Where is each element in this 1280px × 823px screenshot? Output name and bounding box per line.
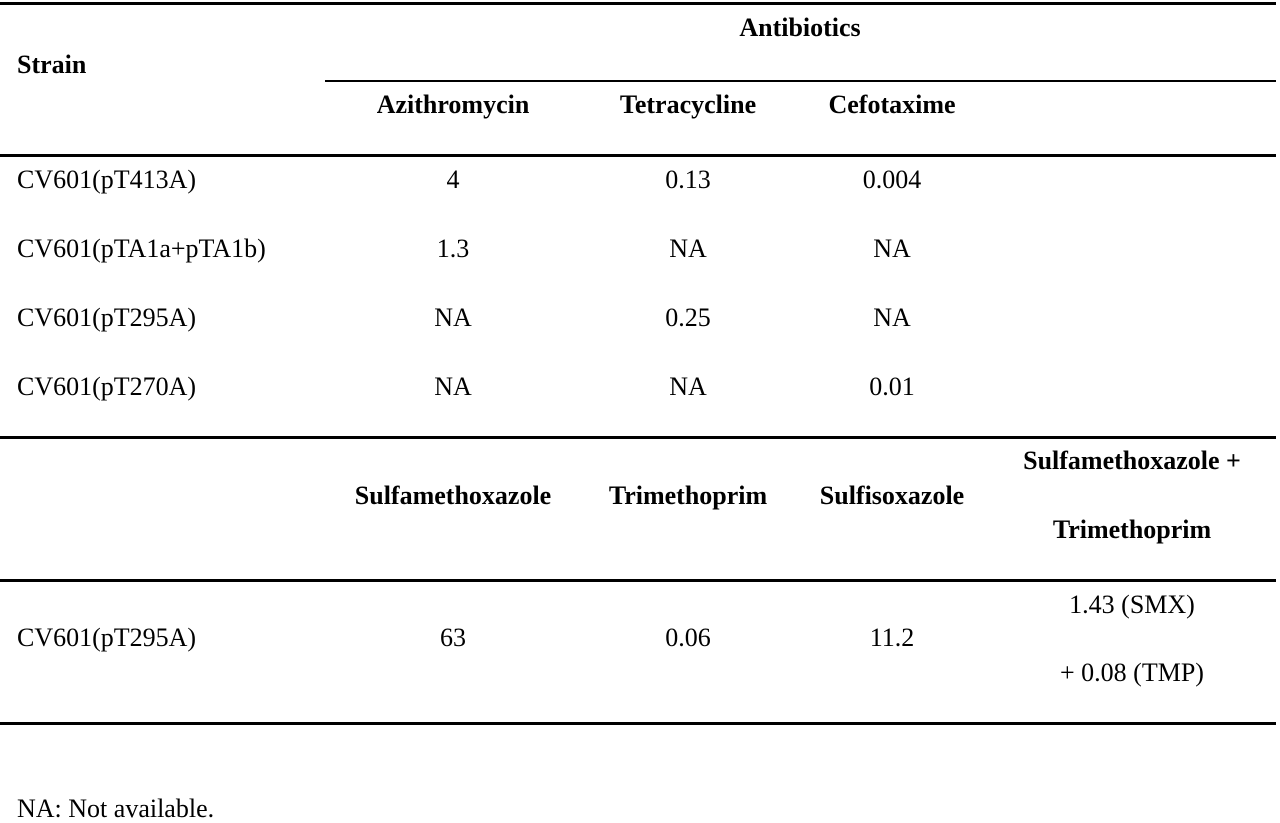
row-1-strain: CV601(pT413A)	[17, 165, 197, 194]
row-b-combo-line1: 1.43 (SMX)	[1069, 590, 1195, 619]
col-header-sulfisoxazole: Sulfisoxazole	[819, 481, 965, 510]
row-2-cefotaxime: NA	[873, 234, 911, 263]
row-b-trimethoprim: 0.06	[665, 623, 711, 652]
row-3-strain: CV601(pT295A)	[17, 303, 197, 332]
row-b-sulfamethoxazole: 63	[440, 623, 466, 652]
top-rule	[0, 2, 1276, 5]
row-2-tetracycline: NA	[669, 234, 707, 263]
table-bottom-rule	[0, 722, 1276, 725]
row-3-cefotaxime: NA	[873, 303, 911, 332]
row-1-azithromycin: 4	[446, 165, 460, 194]
col-header-combo-line2: Trimethoprim	[1052, 515, 1212, 544]
row-2-strain: CV601(pTA1a+pTA1b)	[17, 234, 266, 263]
antibiotics-underline	[325, 80, 1276, 82]
row-4-cefotaxime: 0.01	[869, 372, 915, 401]
subheader-bottom-rule	[0, 579, 1276, 582]
row-4-tetracycline: NA	[669, 372, 707, 401]
col-header-combo-line1: Sulfamethoxazole +	[1023, 446, 1241, 475]
section-divider-rule	[0, 436, 1276, 439]
row-b-combo-line2: + 0.08 (TMP)	[1060, 658, 1204, 687]
antibiotics-group-header: Antibiotics	[739, 13, 861, 42]
row-b-sulfisoxazole: 11.2	[869, 623, 915, 652]
header-bottom-rule	[0, 154, 1276, 157]
col-header-tetracycline: Tetracycline	[619, 90, 757, 119]
row-3-azithromycin: NA	[434, 303, 472, 332]
row-1-cefotaxime: 0.004	[862, 165, 922, 194]
row-b-strain: CV601(pT295A)	[17, 623, 197, 652]
row-3-tetracycline: 0.25	[665, 303, 711, 332]
col-header-trimethoprim: Trimethoprim	[608, 481, 768, 510]
col-header-cefotaxime: Cefotaxime	[828, 90, 956, 119]
row-4-azithromycin: NA	[434, 372, 472, 401]
col-header-sulfamethoxazole: Sulfamethoxazole	[354, 481, 552, 510]
row-2-azithromycin: 1.3	[436, 234, 470, 263]
table-footnote: NA: Not available.	[17, 794, 215, 823]
strain-header: Strain	[17, 50, 87, 79]
col-header-azithromycin: Azithromycin	[376, 90, 530, 119]
row-1-tetracycline: 0.13	[665, 165, 711, 194]
row-4-strain: CV601(pT270A)	[17, 372, 197, 401]
